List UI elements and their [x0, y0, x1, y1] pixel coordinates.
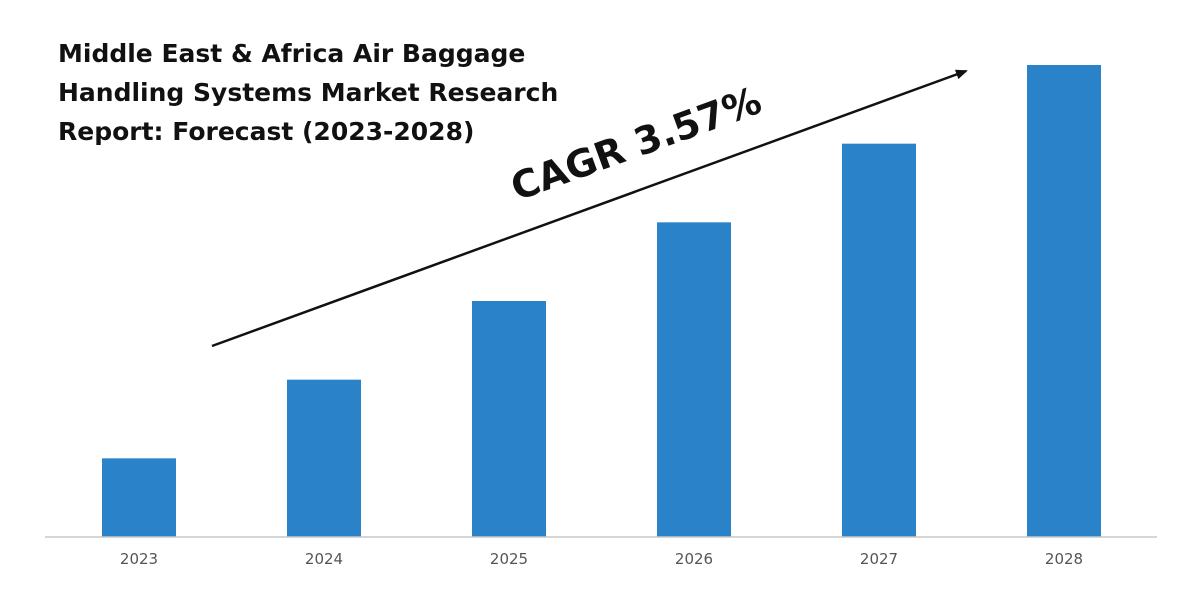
bar-2026 [657, 222, 731, 538]
bar-2025 [472, 301, 546, 537]
bars-group [102, 65, 1101, 538]
chart-title-line-1: Middle East & Africa Air Baggage [58, 39, 525, 68]
x-tick-label-2023: 2023 [120, 550, 158, 568]
chart-title-line-2: Handling Systems Market Research [58, 78, 558, 107]
x-tick-label-2028: 2028 [1045, 550, 1083, 568]
bar-2024 [287, 379, 361, 537]
bar-2023 [102, 458, 176, 537]
x-tick-label-2026: 2026 [675, 550, 713, 568]
x-tick-label-2024: 2024 [305, 550, 343, 568]
trend-arrow [211, 69, 968, 348]
x-tick-label-2027: 2027 [860, 550, 898, 568]
bar-2027 [842, 143, 916, 537]
chart-title-line-3: Report: Forecast (2023-2028) [58, 117, 474, 146]
x-axis-tick-labels: 2023 2024 2025 2026 2027 2028 [120, 550, 1083, 568]
x-tick-label-2025: 2025 [490, 550, 528, 568]
bar-2028 [1027, 65, 1101, 537]
chart-title: Middle East & Africa Air Baggage Handlin… [58, 39, 558, 146]
